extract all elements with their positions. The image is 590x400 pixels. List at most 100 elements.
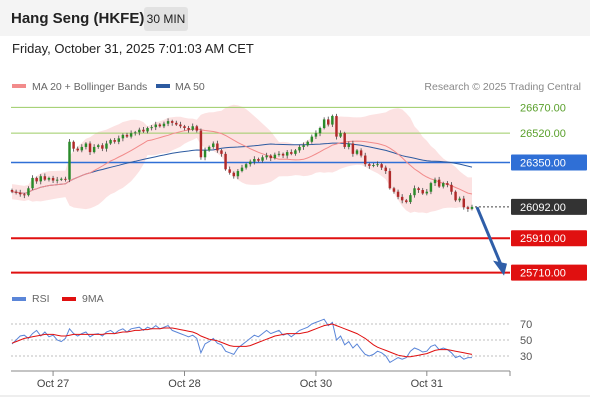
level-label-2: 26350.00 [520,157,566,169]
candle-body [191,126,194,130]
candle-body [27,188,30,196]
level-labels: 26670.00 26520.00 26350.00 26092.00 25910.00… [511,102,587,281]
candle-body [425,191,429,194]
candle-body [462,198,466,208]
candle-body [363,155,367,165]
candle-body [129,133,133,137]
candle-body [43,176,47,180]
candle-body [417,188,420,190]
candle-body [470,206,474,209]
timestamp: Friday, October 31, 2025 7:01:03 AM CET [12,41,254,56]
candle-body [170,121,174,123]
candle-body [138,129,141,133]
candle-body [88,143,92,153]
candle-body [97,145,100,147]
candle-body [240,167,244,172]
level-label-5: 25710.00 [520,268,566,280]
rsi-ma-line [11,323,473,358]
candle-body [257,159,260,161]
candle-body [306,141,309,146]
candle-body [203,150,207,158]
instrument-title: Hang Seng (HKFE) [11,10,145,27]
candle-body [277,153,281,155]
candle-body [60,178,63,180]
candle-body [166,121,170,124]
candle-body [76,148,79,151]
candle-body [35,177,38,182]
candle-body [281,153,285,156]
candle-body [14,191,18,193]
candle-body [142,129,145,132]
candle-body [232,172,236,177]
candle-body [146,128,149,132]
candle-body [400,196,404,201]
candle-body [384,167,387,172]
candle-body [421,190,424,194]
ma20-legend-swatch [12,84,26,88]
candle-body [162,123,166,127]
candle-body [72,141,75,149]
candle-body [368,164,371,166]
candle-body [150,127,153,129]
candle-body [269,155,272,159]
level-label-1: 26520.00 [520,128,566,140]
candle-body [359,150,363,156]
candle-body [228,169,231,173]
candle-body [310,136,314,142]
bollinger-band [12,104,472,214]
candle-body [224,153,227,170]
candle-body [314,133,318,137]
candle-body [261,157,264,161]
candle-body [248,161,252,165]
ma20-line [11,128,473,195]
candle-body [10,190,14,192]
candle-body [84,143,88,147]
x-tick-label: Oct 30 [300,378,332,390]
candlesticks [10,113,474,212]
candle-body [195,126,199,131]
candle-body [331,115,334,125]
candle-body [199,130,203,158]
candle-body [335,115,338,137]
candle-body [437,179,441,187]
candle-body [125,134,129,137]
candle-body [158,124,162,127]
candle-body [216,143,219,151]
candle-body [339,133,342,137]
candle-body [133,132,137,134]
candle-body [294,150,297,154]
header-bar: Hang Seng (HKFE) 30 MIN [0,0,590,36]
candle-body [265,155,268,158]
candle-body [64,178,67,180]
candle-body [47,177,51,180]
candle-body [220,150,223,154]
candle-body [347,143,351,147]
rsi-legend: RSI 9MA [12,293,104,305]
candle-body [372,165,375,167]
candle-body [442,183,445,187]
rsi-panel: 70 50 30 [11,318,532,364]
x-tick-label: Oct 31 [411,378,443,390]
candle-body [433,179,437,184]
candle-body [322,119,326,128]
candle-body [121,134,125,139]
candle-body [388,171,392,189]
candle-body [355,150,359,154]
candle-body [109,140,112,144]
candle-body [446,183,449,185]
level-label-4: 25910.00 [520,233,566,245]
candle-body [23,194,26,196]
candle-body [212,143,215,147]
candle-body [92,146,96,153]
rsi-tick-label: 50 [520,335,532,347]
moving-averages [11,128,473,195]
level-lines [11,106,510,274]
projection-arrow [475,206,507,276]
candle-body [429,183,433,192]
candle-body [207,146,211,151]
candle-body [298,146,301,151]
candle-body [51,177,55,181]
interval-button[interactable]: 30 MIN [144,7,188,31]
